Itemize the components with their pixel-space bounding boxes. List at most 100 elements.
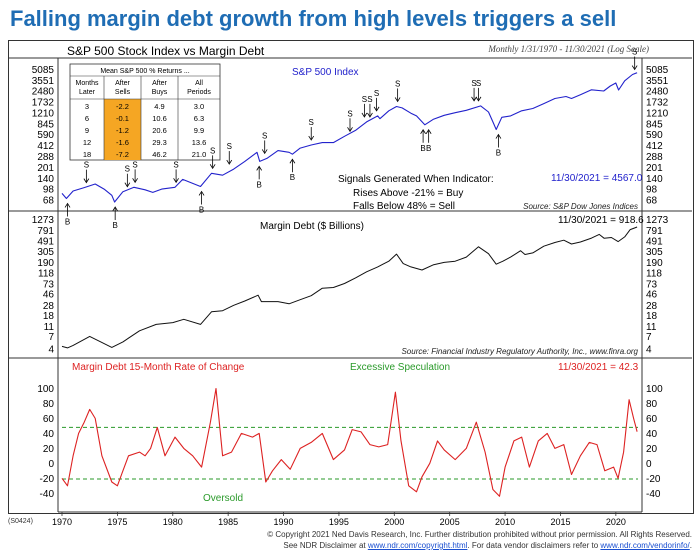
table-cell: -7.2	[116, 150, 129, 159]
table-cell: -0.1	[116, 114, 129, 123]
ytick-right: 40	[646, 429, 658, 440]
xtick-label: 2015	[550, 517, 570, 527]
ytick-left: 68	[43, 196, 55, 207]
ytick-right: 7	[646, 332, 652, 343]
buy-arrowhead	[112, 206, 119, 212]
series-line-3	[61, 387, 638, 497]
table-cell: 46.2	[152, 150, 167, 159]
ytick-left: 3551	[32, 76, 55, 87]
signals-buy: Rises Above -21% = Buy	[353, 188, 463, 199]
ytick-right: 5085	[646, 65, 669, 76]
table-cell: 9	[85, 126, 89, 135]
sell-signal: S	[476, 79, 481, 88]
range-note: Monthly 1/31/1970 - 11/30/2021 (Log Scal…	[488, 44, 649, 54]
ytick-right: 68	[646, 196, 658, 207]
ytick-right: -20	[646, 474, 661, 485]
ytick-right: 98	[646, 185, 658, 196]
ytick-right: 1210	[646, 108, 669, 119]
ytick-right: 18	[646, 311, 658, 322]
table-cell: 13.6	[192, 138, 207, 147]
xtick-label: 2005	[440, 517, 460, 527]
sell-arrowhead	[124, 182, 131, 188]
ytick-right: 3551	[646, 76, 669, 87]
buy-signal: B	[256, 180, 261, 189]
source1: Source: S&P Dow Jones Indices	[523, 202, 638, 211]
xtick-label: 1970	[52, 517, 72, 527]
sell-arrowhead	[226, 159, 233, 165]
returns-table: Mean S&P 500 % Returns ... Months Later Af…	[69, 63, 221, 161]
table-cell: 6.3	[194, 114, 204, 123]
vendor-link[interactable]: www.ndr.com/vendorinfo/	[600, 541, 690, 550]
ytick-right: 791	[646, 226, 663, 237]
series-line-1	[61, 72, 638, 203]
ytick-right: 100	[646, 384, 663, 395]
sell-arrowhead	[394, 97, 401, 103]
sell-signal: S	[347, 109, 352, 118]
copyright-link[interactable]: www.ndr.com/copyright.html	[367, 541, 468, 550]
sp500-last: 11/30/2021 = 4567.0	[551, 173, 643, 184]
table-cell: -1.2	[116, 126, 129, 135]
ytick-right: 118	[646, 269, 662, 280]
ytick-left: 11	[44, 322, 55, 333]
buy-signal: B	[420, 144, 425, 153]
ytick-right: 1732	[646, 98, 669, 109]
footer-post: .	[689, 541, 692, 550]
oversold-label: Oversold	[203, 493, 243, 504]
ytick-left: 305	[37, 247, 54, 258]
buy-signal: B	[65, 217, 70, 226]
ytick-left: 201	[37, 163, 54, 174]
ytick-left: 4	[48, 345, 54, 356]
table-cell: 20.6	[152, 126, 167, 135]
xtick-label: 2010	[495, 517, 515, 527]
ytick-left: 1732	[32, 98, 55, 109]
sp500-label: S&P 500 Index	[292, 67, 359, 78]
sell-signal: S	[173, 160, 178, 169]
xtick-label: 1985	[218, 517, 238, 527]
chart-code: (S0424)	[8, 518, 33, 525]
ytick-left: 190	[37, 258, 54, 269]
table-cell: 10.6	[152, 114, 167, 123]
ytick-left: 7	[48, 332, 54, 343]
margin-label: Margin Debt ($ Billions)	[260, 221, 364, 232]
table-cell: -1.6	[116, 138, 129, 147]
ytick-right: 60	[646, 414, 658, 425]
signals-heading: Signals Generated When Indicator:	[338, 174, 494, 185]
xtick-label: 2000	[384, 517, 404, 527]
ytick-right: 4	[646, 345, 652, 356]
ytick-left: 412	[37, 141, 54, 152]
table-cell: 4.9	[154, 102, 164, 111]
table-header: Sells	[115, 89, 131, 96]
table-cell: 29.3	[152, 138, 167, 147]
ytick-left: 288	[37, 152, 54, 163]
ytick-right: 28	[646, 301, 658, 312]
sell-signal: S	[362, 95, 367, 104]
ytick-right: 491	[646, 237, 663, 248]
ytick-left: -20	[40, 474, 55, 485]
series-line-2	[61, 226, 638, 349]
table-cell: -2.2	[116, 102, 129, 111]
ytick-right: 201	[646, 163, 663, 174]
table-cell: 12	[83, 138, 91, 147]
buy-signal: B	[199, 205, 204, 214]
sell-signal: S	[262, 131, 267, 140]
ytick-left: 98	[43, 185, 55, 196]
sell-arrowhead	[373, 106, 380, 112]
table-header: Later	[79, 89, 96, 96]
footer-disclaimer: See NDR Disclaimer at www.ndr.com/copyri…	[283, 541, 692, 550]
sell-arrowhead	[347, 127, 353, 133]
ytick-right: 590	[646, 130, 663, 141]
sell-arrowhead	[361, 112, 368, 118]
ytick-left: 18	[43, 311, 55, 322]
table-header: All	[195, 80, 203, 87]
buy-arrowhead	[425, 128, 432, 134]
ytick-right: 288	[646, 152, 663, 163]
xtick-label: 2020	[606, 517, 626, 527]
sell-signal: S	[471, 79, 476, 88]
ytick-left: 845	[37, 119, 54, 130]
ytick-left: 100	[37, 384, 54, 395]
sell-signal: S	[367, 95, 372, 104]
sell-signal: S	[309, 118, 314, 127]
table-header: After	[152, 80, 167, 87]
table-header: After	[115, 80, 130, 87]
roc-last: 11/30/2021 = 42.3	[558, 362, 639, 373]
